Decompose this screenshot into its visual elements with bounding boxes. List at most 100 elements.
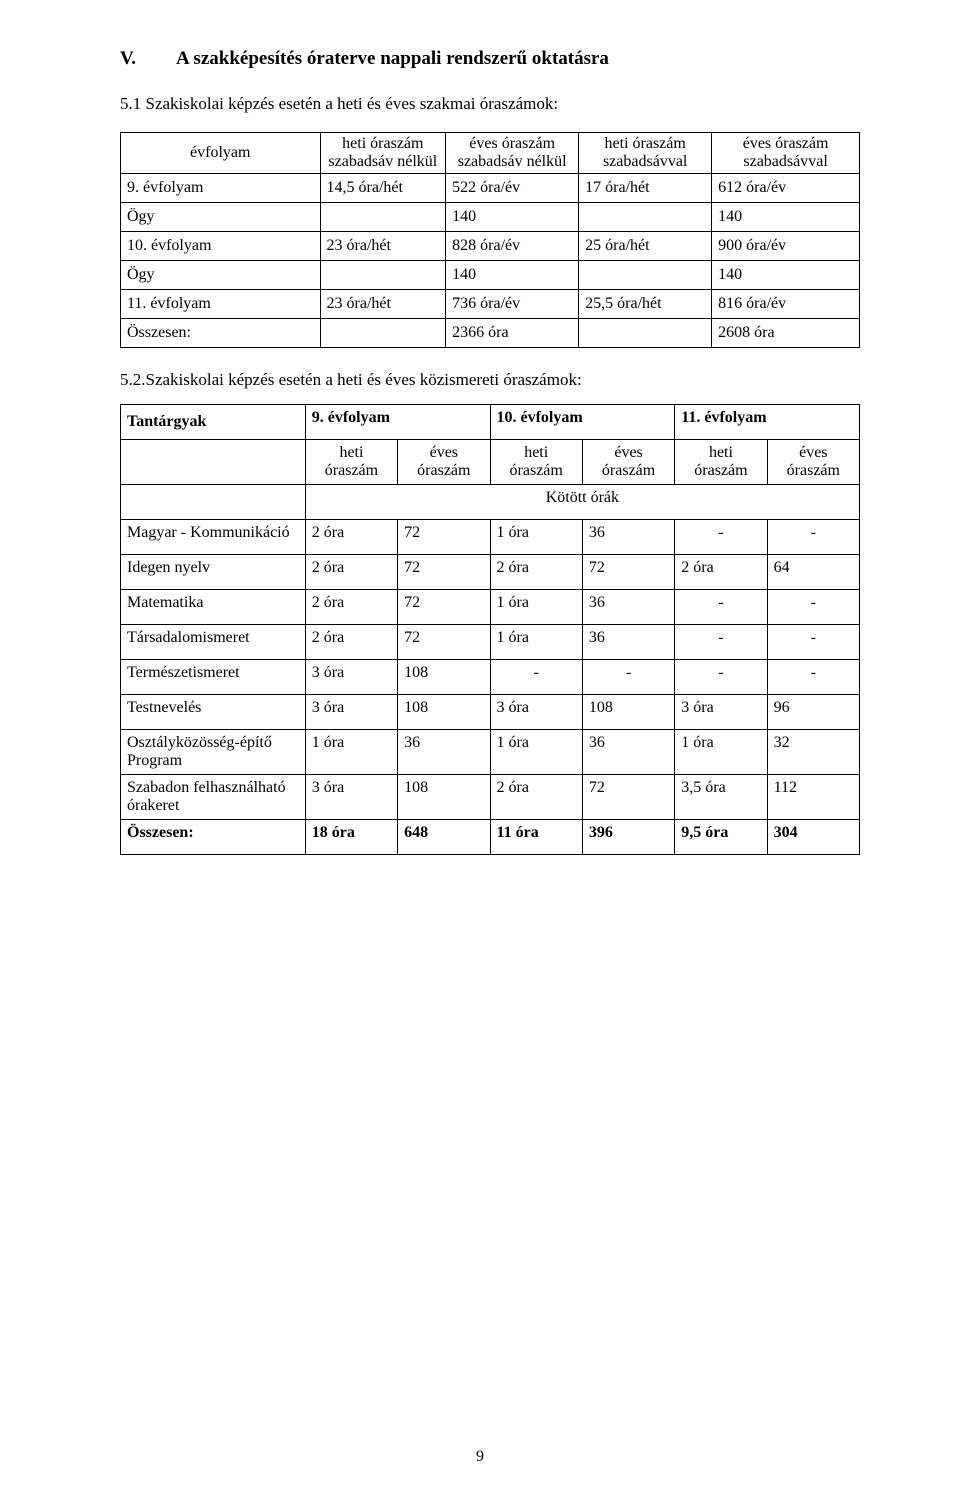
table-header-row: Tantárgyak 9. évfolyam 10. évfolyam 11. … bbox=[121, 405, 860, 440]
table-row: Osztályközösség-építő Program 1 óra 36 1… bbox=[121, 730, 860, 775]
row-label: 9. évfolyam bbox=[121, 174, 321, 203]
section-heading: V. A szakképesítés óraterve nappali rend… bbox=[120, 48, 860, 70]
cell: 25,5 óra/hét bbox=[579, 290, 712, 319]
empty-cell bbox=[121, 485, 306, 520]
cell: 18 óra bbox=[305, 820, 397, 855]
table-row: 9. évfolyam 14,5 óra/hét 522 óra/év 17 ó… bbox=[121, 174, 860, 203]
col-header-eves-val: éves óraszám szabadsávval bbox=[712, 133, 860, 174]
subheader-heti: heti óraszám bbox=[675, 440, 767, 485]
cell: - bbox=[675, 625, 767, 660]
table-row: Magyar - Kommunikáció 2 óra 72 1 óra 36 … bbox=[121, 520, 860, 555]
table-row: Összesen: 2366 óra 2608 óra bbox=[121, 319, 860, 348]
subject-cell: Természetismeret bbox=[121, 660, 306, 695]
table-general-hours: Tantárgyak 9. évfolyam 10. évfolyam 11. … bbox=[120, 404, 860, 855]
cell: - bbox=[675, 590, 767, 625]
table-row: Ögy 140 140 bbox=[121, 203, 860, 232]
subject-cell: Szabadon felhasználható órakeret bbox=[121, 775, 306, 820]
band-label: Kötött órák bbox=[305, 485, 859, 520]
row-label: Ögy bbox=[121, 203, 321, 232]
cell: 36 bbox=[582, 625, 674, 660]
cell: 816 óra/év bbox=[712, 290, 860, 319]
cell: 112 bbox=[767, 775, 859, 820]
cell: 72 bbox=[582, 555, 674, 590]
cell: 3 óra bbox=[675, 695, 767, 730]
cell: 23 óra/hét bbox=[320, 290, 446, 319]
cell bbox=[579, 319, 712, 348]
section-title: A szakképesítés óraterve nappali rendsze… bbox=[176, 48, 609, 70]
cell: 648 bbox=[398, 820, 490, 855]
cell: 1 óra bbox=[490, 590, 582, 625]
subheader-heti: heti óraszám bbox=[305, 440, 397, 485]
subject-cell: Matematika bbox=[121, 590, 306, 625]
cell: 2366 óra bbox=[446, 319, 579, 348]
cell: 64 bbox=[767, 555, 859, 590]
cell: 140 bbox=[712, 261, 860, 290]
table-total-row: Összesen: 18 óra 648 11 óra 396 9,5 óra … bbox=[121, 820, 860, 855]
subject-cell: Társadalomismeret bbox=[121, 625, 306, 660]
subject-cell: Magyar - Kommunikáció bbox=[121, 520, 306, 555]
cell: 72 bbox=[398, 590, 490, 625]
cell bbox=[579, 203, 712, 232]
table-row: Ögy 140 140 bbox=[121, 261, 860, 290]
total-label: Összesen: bbox=[121, 820, 306, 855]
cell: 140 bbox=[446, 261, 579, 290]
cell: 1 óra bbox=[305, 730, 397, 775]
cell: - bbox=[675, 660, 767, 695]
subject-cell: Osztályközösség-építő Program bbox=[121, 730, 306, 775]
cell: 612 óra/év bbox=[712, 174, 860, 203]
cell: 2608 óra bbox=[712, 319, 860, 348]
cell: - bbox=[767, 625, 859, 660]
cell: 2 óra bbox=[490, 555, 582, 590]
cell: 108 bbox=[582, 695, 674, 730]
table-row: Testnevelés 3 óra 108 3 óra 108 3 óra 96 bbox=[121, 695, 860, 730]
cell: 36 bbox=[398, 730, 490, 775]
cell: 140 bbox=[446, 203, 579, 232]
table-row: Társadalomismeret 2 óra 72 1 óra 36 - - bbox=[121, 625, 860, 660]
page: V. A szakképesítés óraterve nappali rend… bbox=[0, 0, 960, 1494]
cell: 72 bbox=[398, 625, 490, 660]
cell: - bbox=[675, 520, 767, 555]
cell: - bbox=[767, 590, 859, 625]
cell: 23 óra/hét bbox=[320, 232, 446, 261]
cell: 9,5 óra bbox=[675, 820, 767, 855]
table-row: Matematika 2 óra 72 1 óra 36 - - bbox=[121, 590, 860, 625]
row-label: Ögy bbox=[121, 261, 321, 290]
row-label: Összesen: bbox=[121, 319, 321, 348]
table-header-row: évfolyam heti óraszám szabadsáv nélkül é… bbox=[121, 133, 860, 174]
table-professional-hours: évfolyam heti óraszám szabadsáv nélkül é… bbox=[120, 132, 860, 348]
cell: 108 bbox=[398, 775, 490, 820]
cell: 72 bbox=[582, 775, 674, 820]
col-header-9: 9. évfolyam bbox=[305, 405, 490, 440]
subject-cell: Testnevelés bbox=[121, 695, 306, 730]
cell: 1 óra bbox=[675, 730, 767, 775]
subheader-heti: heti óraszám bbox=[490, 440, 582, 485]
cell: 1 óra bbox=[490, 625, 582, 660]
row-label: 11. évfolyam bbox=[121, 290, 321, 319]
cell: 36 bbox=[582, 520, 674, 555]
cell bbox=[320, 261, 446, 290]
cell: 2 óra bbox=[305, 590, 397, 625]
cell: 2 óra bbox=[305, 555, 397, 590]
cell bbox=[320, 319, 446, 348]
col-header-eves-nelkul: éves óraszám szabadsáv nélkül bbox=[446, 133, 579, 174]
cell: - bbox=[582, 660, 674, 695]
cell: 96 bbox=[767, 695, 859, 730]
cell: 304 bbox=[767, 820, 859, 855]
cell: 108 bbox=[398, 660, 490, 695]
cell: 140 bbox=[712, 203, 860, 232]
row-label: 10. évfolyam bbox=[121, 232, 321, 261]
subheader-eves: éves óraszám bbox=[582, 440, 674, 485]
band-row: Kötött órák bbox=[121, 485, 860, 520]
cell: 3 óra bbox=[305, 660, 397, 695]
cell: 36 bbox=[582, 730, 674, 775]
col-header-11: 11. évfolyam bbox=[675, 405, 860, 440]
subheader-eves: éves óraszám bbox=[767, 440, 859, 485]
cell: 522 óra/év bbox=[446, 174, 579, 203]
cell: 14,5 óra/hét bbox=[320, 174, 446, 203]
table-row: 10. évfolyam 23 óra/hét 828 óra/év 25 ór… bbox=[121, 232, 860, 261]
table-row: Természetismeret 3 óra 108 - - - - bbox=[121, 660, 860, 695]
cell: 2 óra bbox=[305, 520, 397, 555]
empty-cell bbox=[121, 440, 306, 485]
cell bbox=[579, 261, 712, 290]
table-row: Szabadon felhasználható órakeret 3 óra 1… bbox=[121, 775, 860, 820]
